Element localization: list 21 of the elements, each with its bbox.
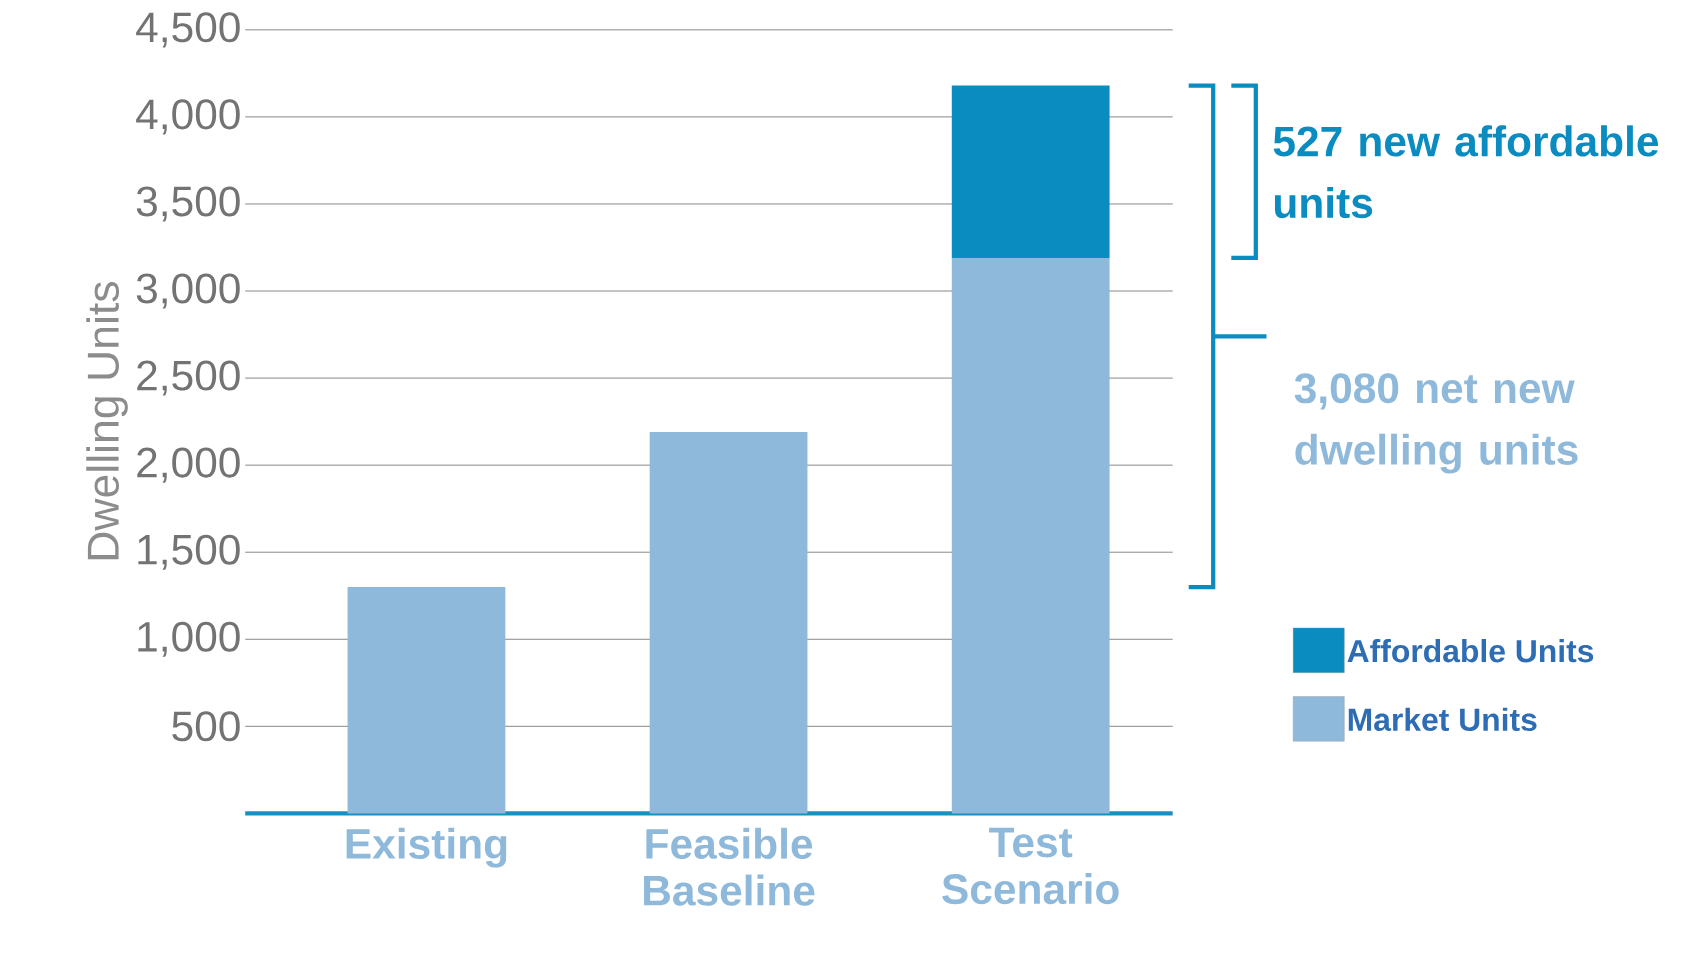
y-tick-label: 1,500 [138,534,240,570]
y-tick-label: 500 [172,711,240,742]
y-tick-label: 2,500 [137,360,240,396]
bar [951,85,1110,258]
legend-label: Market Units [1348,707,1537,731]
x-tick-label: Test Scenario [942,827,1119,904]
y-tick-label: 1,000 [138,621,240,657]
text: 3,080 net new dwelling units [1294,373,1578,474]
x-tick-label: Feasible Baseline [644,827,815,906]
bar [649,431,808,814]
legend-label: Affordable Units [1347,638,1594,663]
y-tick-label: 2,000 [137,447,240,483]
x-tick-label: Existing [346,827,507,868]
y-tick-label: 3,500 [136,186,240,222]
y-tick-label: 3,000 [136,273,240,309]
bar [347,586,506,814]
y-tick-label: 4,500 [136,12,240,48]
y-axis-title: Dwelling Units [86,281,128,560]
bar [951,257,1110,814]
text: 527 new affordable units [1273,125,1659,218]
y-tick-label: 4,000 [136,99,240,135]
